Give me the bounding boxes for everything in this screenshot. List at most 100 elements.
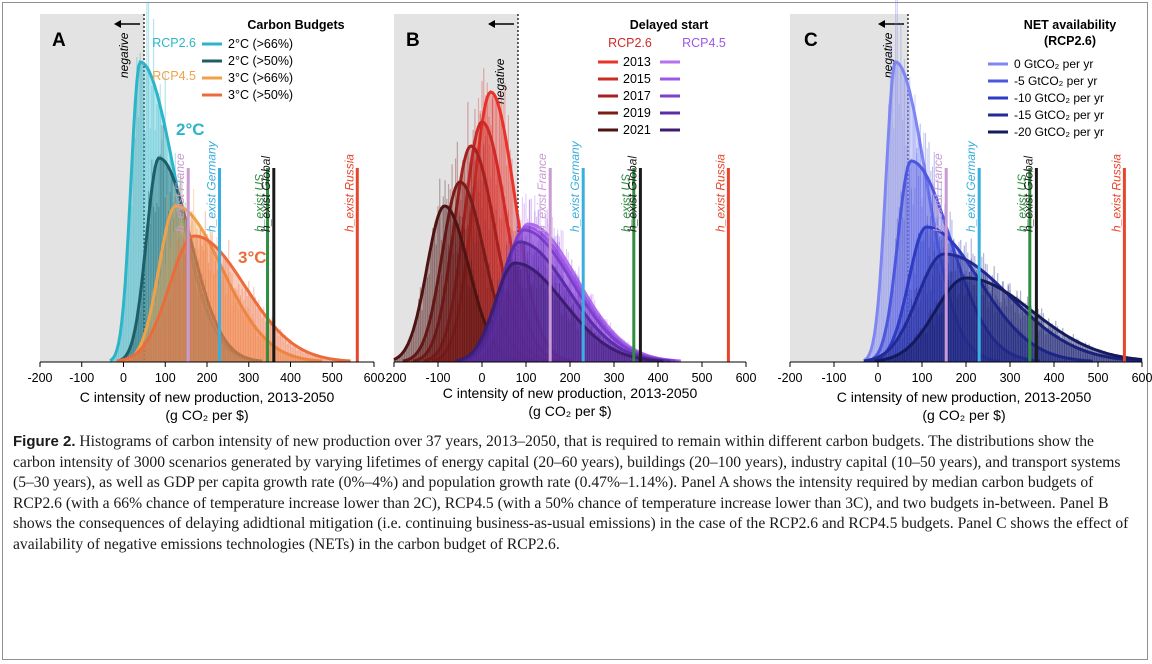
legend-rcp45: RCP4.5 (682, 36, 726, 50)
series-area (870, 227, 1093, 362)
x-tick-label: 300 (604, 371, 625, 385)
vline-label-france: h_exist France (535, 153, 549, 232)
x-axis-label: C intensity of new production, 2013-2050 (443, 385, 698, 401)
x-tick-label: 600 (364, 371, 384, 385)
x-tick-label: 600 (1132, 371, 1152, 385)
legend-label: -10 GtCO₂ per yr (1014, 91, 1104, 105)
x-axis-ticks: -200 -100 0 100 200 300 400 500 600 (384, 362, 756, 385)
x-axis-unit: (g CO₂ per $) (528, 403, 611, 419)
negative-arrow (878, 20, 904, 28)
x-tick-label: 100 (912, 371, 933, 385)
panel-b-reference-lines: h_exist France h_exist Germany h_exist USh… (535, 140, 730, 362)
x-tick-label: 600 (736, 371, 757, 385)
x-tick-label: 400 (648, 371, 669, 385)
series-3 (863, 233, 1143, 363)
series-line (874, 276, 1143, 363)
series-area (116, 236, 351, 362)
series-line (868, 159, 1041, 363)
legend-year: 2013 (623, 55, 651, 69)
x-axis-label: C intensity of new production, 2013-2050 (80, 389, 335, 405)
x-tick-label: 100 (516, 371, 537, 385)
vline-label-russia: h_exist Russia (342, 154, 356, 232)
annotation-2c: 2°C (176, 120, 205, 139)
legend-title: Carbon Budgets (247, 18, 344, 32)
x-tick-label: -100 (821, 371, 846, 385)
legend-label: 2°C (>50%) (228, 54, 293, 68)
x-tick-label: 0 (120, 371, 127, 385)
series-4 (393, 178, 522, 363)
series-line (109, 60, 261, 363)
x-axis-unit: (g CO₂ per $) (165, 407, 248, 423)
grey-negative-region (40, 14, 144, 362)
legend-rcp45: RCP4.5 (152, 69, 196, 83)
legend-label: 2°C (>66%) (228, 37, 293, 51)
negative-arrow (114, 20, 140, 28)
series-line (123, 204, 323, 363)
legend-label: 3°C (>66%) (228, 71, 293, 85)
legend-rcp26: RCP2.6 (152, 36, 196, 50)
series-area (394, 206, 521, 362)
vline-label-us: h_exist US (619, 174, 633, 232)
series-line (393, 204, 521, 363)
x-axis-label: C intensity of new production, 2013-2050 (837, 389, 1092, 405)
vline-label-russia: h_exist Russia (1109, 154, 1123, 232)
series-line (870, 225, 1093, 363)
legend-year: 2017 (623, 89, 651, 103)
panel-letter: A (52, 30, 66, 51)
vline-label-us: h_exist US (1015, 174, 1029, 232)
x-tick-label: -200 (777, 371, 802, 385)
legend-year: 2019 (623, 106, 651, 120)
panel-letter: C (804, 30, 818, 51)
x-tick-label: 200 (956, 371, 977, 385)
x-tick-label: 500 (692, 371, 713, 385)
series-0 (863, 0, 1001, 363)
x-tick-label: 500 (1088, 371, 1109, 385)
panel-b-chart: negative B h_exist France h_exist Germany… (384, 14, 756, 419)
panel-c-reference-lines: h_exist France h_exist Germany h_exist US h… (931, 140, 1126, 362)
panel-a-legend: 2°C (>66%) 2°C (>50%) 3°C (>66%) 3°C (>50%) (202, 37, 293, 102)
panel-a-chart: negative A h_exist France h_exist Germany… (27, 1, 384, 423)
legend-label: -15 GtCO₂ per yr (1014, 108, 1104, 122)
panel-b-curves (393, 68, 682, 363)
vline-label-global: h_exist Global (259, 156, 273, 232)
panel-letter: B (406, 30, 420, 51)
x-tick-label: -200 (27, 371, 52, 385)
series-area (432, 92, 572, 362)
annotation-3c: 3°C (238, 248, 267, 267)
series-area (466, 224, 681, 362)
x-tick-label: 100 (155, 371, 176, 385)
vline-label-germany: h_exist Germany (205, 140, 219, 232)
vline-label-us: h_exist US (253, 174, 267, 232)
figure-caption: Figure 2. Histograms of carbon intensity… (13, 432, 1135, 555)
x-tick-label: 300 (1000, 371, 1021, 385)
negative-label: negative (881, 32, 895, 78)
x-axis-ticks: -200 -100 0 100 200 300 400 500 600 (777, 362, 1152, 385)
x-axis-unit: (g CO₂ per $) (922, 407, 1005, 423)
x-tick-label: 500 (322, 371, 343, 385)
series-2 (412, 101, 552, 363)
series-line (423, 120, 562, 363)
series-line (455, 261, 664, 363)
panel-c-chart: negative C h_exist France h_exist Germany… (777, 0, 1152, 423)
legend-year: 2015 (623, 72, 651, 86)
series-line (863, 60, 1000, 363)
series-area (123, 206, 323, 362)
negative-label: negative (117, 32, 131, 78)
legend-label: -5 GtCO₂ per yr (1014, 74, 1097, 88)
x-tick-label: -100 (425, 371, 450, 385)
series-area (455, 263, 664, 362)
negative-arrow (488, 20, 514, 28)
vline-label-france: h_exist France (173, 153, 187, 232)
x-tick-label: 300 (238, 371, 259, 385)
series-area (413, 146, 551, 362)
series-area (118, 158, 263, 362)
x-tick-label: 400 (1044, 371, 1065, 385)
grey-negative-region (790, 14, 908, 362)
vline-label-france: h_exist France (931, 153, 945, 232)
series-area (110, 62, 261, 362)
vline-label-germany: h_exist Germany (964, 140, 978, 232)
x-tick-label: 0 (875, 371, 882, 385)
negative-label: negative (493, 58, 507, 104)
x-tick-label: 200 (560, 371, 581, 385)
